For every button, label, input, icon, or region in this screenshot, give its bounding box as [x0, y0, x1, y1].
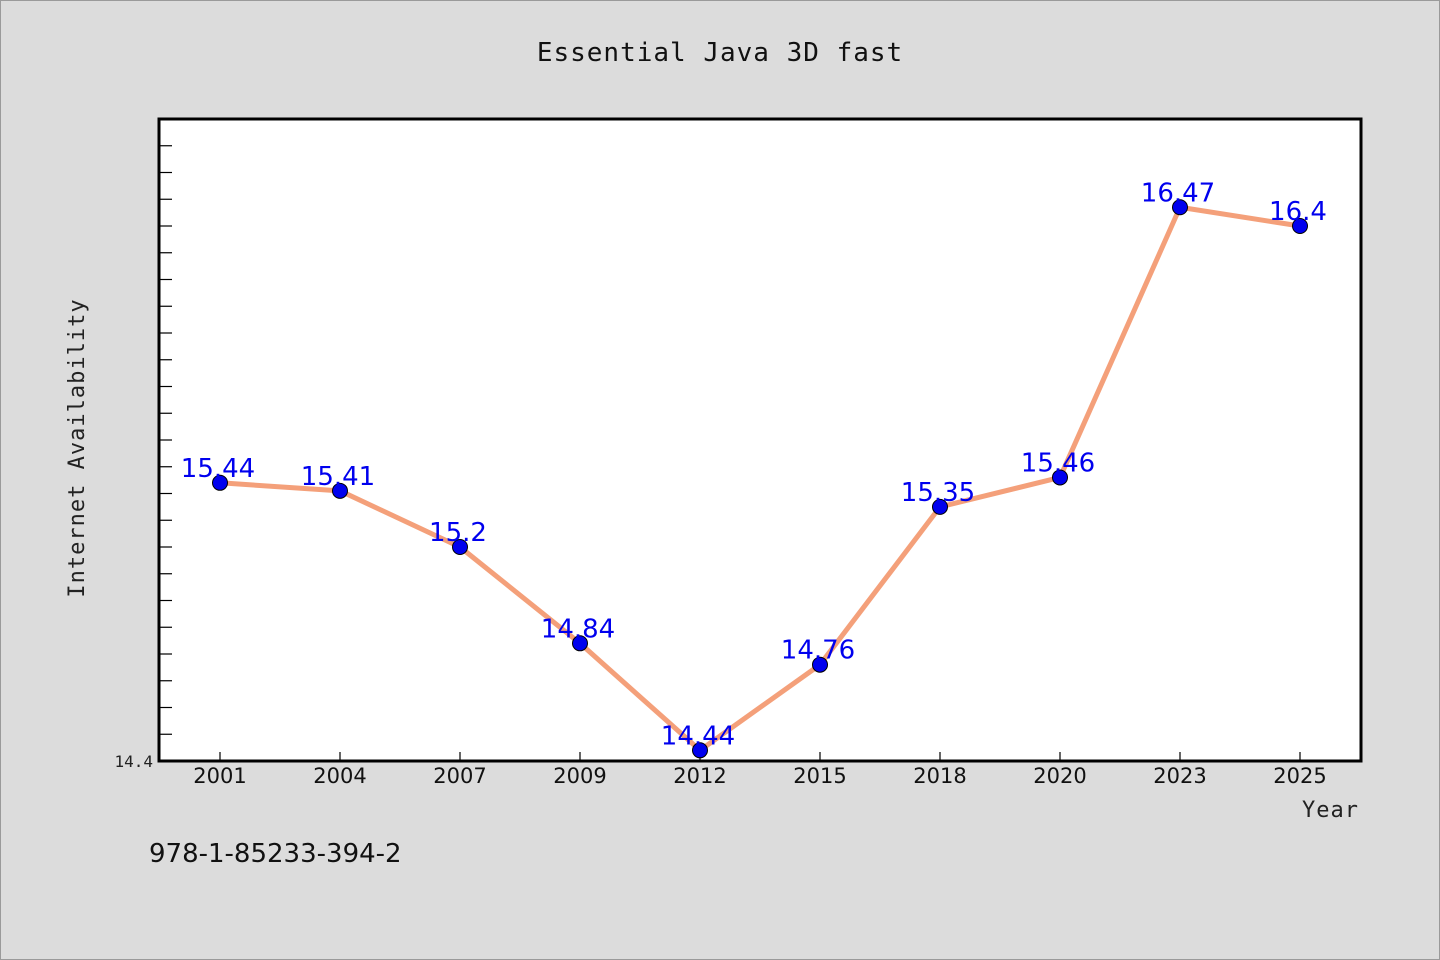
data-label: 15.35	[901, 478, 975, 508]
data-labels: 15.44 15.41 15.2 14.84 14.44 14.76 15.35 15.46 1…	[181, 178, 1327, 751]
data-label: 15.41	[301, 462, 375, 492]
data-label: 16.4	[1269, 197, 1327, 227]
data-point	[1292, 218, 1308, 234]
x-tick-label: 2025	[1273, 764, 1326, 788]
x-axis-label: Year	[1302, 798, 1359, 823]
x-tick-label: 2020	[1033, 764, 1086, 788]
series-markers	[212, 199, 1308, 759]
data-label: 15.46	[1021, 448, 1095, 478]
isbn-text: 978-1-85233-394-2	[149, 839, 402, 869]
data-point	[572, 635, 588, 652]
x-tick-label: 2018	[913, 764, 966, 788]
series-line	[219, 204, 1301, 753]
x-tick-label: 2007	[433, 764, 486, 788]
data-label: 14.76	[781, 636, 855, 666]
x-tick-label: 2023	[1153, 764, 1206, 788]
x-tick-label: 2012	[673, 764, 726, 788]
data-point	[1172, 199, 1188, 216]
data-point	[812, 656, 828, 673]
y-axis-label: Internet Availability	[65, 298, 90, 597]
data-point	[932, 498, 948, 515]
data-point	[212, 474, 228, 491]
x-tick-label: 2015	[793, 764, 846, 788]
data-label: 16.47	[1141, 178, 1215, 208]
chart-title: Essential Java 3D fast	[537, 38, 903, 68]
data-label: 14.84	[541, 614, 615, 644]
y-axis-ticks: 14.4	[114, 145, 172, 771]
data-point	[332, 482, 348, 499]
x-axis-ticks: 2001 2004 2007 2009 2012 2015 2018 2020 2023 2025	[193, 752, 1327, 788]
plot-area	[157, 117, 1363, 763]
data-label: 14.44	[661, 721, 735, 751]
x-tick-label: 2004	[313, 764, 366, 788]
data-point	[452, 539, 468, 555]
x-tick-label: 2009	[553, 764, 606, 788]
data-label: 15.2	[429, 518, 487, 548]
data-point	[692, 742, 708, 759]
data-point	[1052, 469, 1068, 486]
data-label: 15.44	[181, 454, 255, 484]
x-tick-label: 2001	[193, 764, 246, 788]
y-tick-label: 14.4	[114, 752, 153, 771]
